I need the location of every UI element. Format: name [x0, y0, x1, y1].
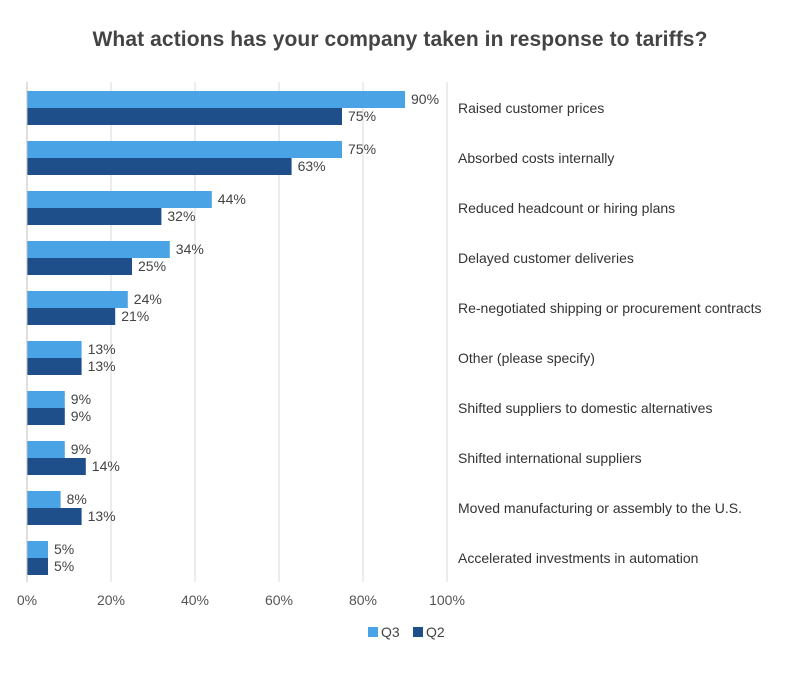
- x-tick-label: 60%: [265, 592, 293, 608]
- bar-q3: [27, 141, 342, 158]
- category-label: Moved manufacturing or assembly to the U…: [458, 500, 742, 516]
- data-label-q3: 24%: [134, 291, 162, 307]
- legend-label-q2: Q2: [426, 624, 445, 640]
- category-label: Reduced headcount or hiring plans: [458, 200, 675, 216]
- data-label-q2: 9%: [71, 408, 91, 424]
- category-label: Absorbed costs internally: [458, 150, 614, 166]
- x-tick-label: 20%: [97, 592, 125, 608]
- bar-q2: [27, 308, 116, 325]
- bar-q3: [27, 241, 170, 258]
- x-tick-label: 80%: [349, 592, 377, 608]
- category-label: Re-negotiated shipping or procurement co…: [458, 300, 762, 316]
- data-label-q2: 5%: [54, 558, 74, 574]
- category-label: Delayed customer deliveries: [458, 250, 634, 266]
- data-label-q3: 34%: [176, 241, 204, 257]
- bar-q3: [27, 91, 405, 108]
- data-label-q3: 90%: [411, 91, 439, 107]
- data-label-q3: 5%: [54, 541, 74, 557]
- category-label: Accelerated investments in automation: [458, 550, 698, 566]
- bar-q2: [27, 208, 162, 225]
- category-label: Shifted suppliers to domestic alternativ…: [458, 400, 712, 416]
- x-tick-label: 40%: [181, 592, 209, 608]
- chart-title: What actions has your company taken in r…: [92, 28, 708, 51]
- bar-q2: [27, 258, 132, 275]
- legend-label-q3: Q3: [381, 624, 400, 640]
- x-tick-label: 100%: [429, 592, 465, 608]
- data-label-q3: 9%: [71, 441, 91, 457]
- bar-q2: [27, 108, 342, 125]
- bar-q3: [27, 191, 212, 208]
- x-tick-label: 0%: [17, 592, 37, 608]
- bar-q2: [27, 358, 82, 375]
- category-label: Other (please specify): [458, 350, 595, 366]
- bar-q3: [27, 391, 65, 408]
- legend-swatch-q2: [413, 627, 423, 637]
- data-label-q2: 21%: [121, 308, 149, 324]
- data-label-q2: 13%: [88, 358, 116, 374]
- bar-q3: [27, 491, 61, 508]
- bar-q2: [27, 508, 82, 525]
- data-label-q3: 75%: [348, 141, 376, 157]
- category-label: Shifted international suppliers: [458, 450, 642, 466]
- data-label-q3: 9%: [71, 391, 91, 407]
- bar-q2: [27, 458, 86, 475]
- data-label-q2: 63%: [298, 158, 326, 174]
- bar-q3: [27, 441, 65, 458]
- category-label: Raised customer prices: [458, 100, 604, 116]
- data-label-q3: 44%: [218, 191, 246, 207]
- bar-q3: [27, 291, 128, 308]
- data-label-q3: 13%: [88, 341, 116, 357]
- bar-q2: [27, 158, 292, 175]
- bar-q3: [27, 341, 82, 358]
- legend-swatch-q3: [368, 627, 378, 637]
- data-label-q2: 25%: [138, 258, 166, 274]
- data-label-q2: 13%: [88, 508, 116, 524]
- data-label-q2: 75%: [348, 108, 376, 124]
- data-label-q3: 8%: [67, 491, 87, 507]
- data-label-q2: 14%: [92, 458, 120, 474]
- data-label-q2: 32%: [167, 208, 195, 224]
- bar-q2: [27, 558, 48, 575]
- bar-q3: [27, 541, 48, 558]
- bar-q2: [27, 408, 65, 425]
